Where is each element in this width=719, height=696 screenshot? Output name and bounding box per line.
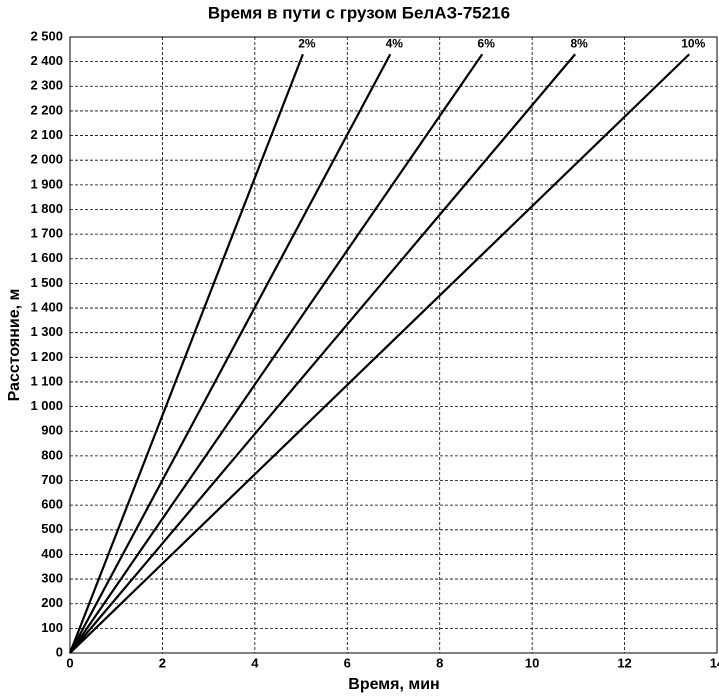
y-tick-label: 1 100	[30, 373, 63, 388]
series-label: 4%	[386, 36, 404, 50]
y-tick-label: 2 300	[30, 78, 63, 93]
y-tick-label: 1 700	[30, 226, 63, 241]
y-tick-label: 1 600	[30, 250, 63, 265]
x-tick-label: 4	[251, 655, 259, 670]
x-tick-label: 8	[436, 655, 443, 670]
y-tick-label: 100	[41, 620, 63, 635]
line	[69, 53, 576, 654]
y-tick-label: 600	[41, 497, 63, 512]
y-tick-label: 2 400	[30, 53, 63, 68]
y-tick-label: 500	[41, 521, 63, 536]
y-tick-label: 1 800	[30, 201, 63, 216]
y-tick-label: 1 200	[30, 349, 63, 364]
y-tick-label: 1 000	[30, 398, 63, 413]
y-tick-label: 900	[41, 423, 63, 438]
y-tick-label: 1 900	[30, 176, 63, 191]
x-tick-label: 14	[710, 655, 719, 670]
plot-frame	[69, 36, 718, 654]
y-tick-label: 1 300	[30, 324, 63, 339]
y-tick-label: 700	[41, 472, 63, 487]
series-label: 2%	[298, 36, 316, 50]
line	[68, 53, 304, 654]
series-label: 6%	[478, 36, 496, 50]
x-tick-label: 2	[159, 655, 166, 670]
x-axis-label: Время, мин	[348, 676, 439, 693]
y-tick-label: 200	[41, 595, 63, 610]
y-tick-label: 2 000	[30, 152, 63, 167]
y-tick-label: 1 500	[30, 275, 63, 290]
x-tick-label: 10	[525, 655, 539, 670]
x-tick-label: 6	[344, 655, 351, 670]
chart-title: Время в пути с грузом БелАЗ-75216	[208, 3, 510, 22]
series-label: 8%	[570, 36, 588, 50]
line	[69, 53, 691, 654]
y-tick-label: 300	[41, 571, 63, 586]
x-tick-label: 0	[66, 655, 73, 670]
y-tick-label: 2 500	[30, 28, 63, 43]
y-tick-label: 1 400	[30, 299, 63, 314]
y-tick-label: 400	[41, 546, 63, 561]
y-tick-label: 0	[56, 644, 63, 659]
series-label: 10%	[681, 36, 705, 50]
y-tick-label: 2 100	[30, 127, 63, 142]
y-tick-label: 2 200	[30, 102, 63, 117]
y-axis-label: Расстояние, м	[6, 289, 23, 402]
y-tick-label: 800	[41, 447, 63, 462]
x-tick-label: 12	[617, 655, 631, 670]
line	[69, 53, 392, 654]
line	[69, 53, 484, 654]
